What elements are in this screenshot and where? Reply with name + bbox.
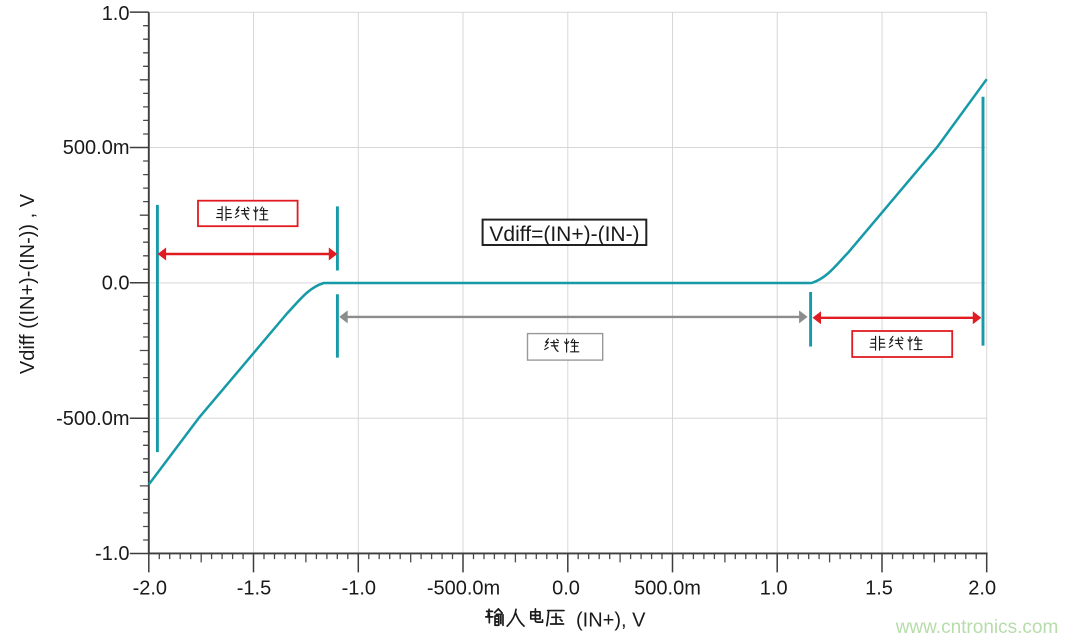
svg-text:-500.0m: -500.0m bbox=[427, 578, 500, 600]
svg-text:0.0: 0.0 bbox=[102, 273, 130, 295]
svg-text:(IN+), V: (IN+), V bbox=[576, 610, 646, 632]
svg-text:500.0m: 500.0m bbox=[634, 578, 701, 600]
svg-text:-2.0: -2.0 bbox=[133, 578, 167, 600]
svg-text:Vdiff ((IN+)-(IN-)) , V: Vdiff ((IN+)-(IN-)) , V bbox=[17, 193, 39, 374]
svg-text:1.0: 1.0 bbox=[760, 578, 788, 600]
svg-text:500.0m: 500.0m bbox=[63, 137, 130, 159]
svg-text:1.5: 1.5 bbox=[865, 578, 893, 600]
svg-text:-1.0: -1.0 bbox=[95, 543, 129, 565]
svg-text:www.cntronics.com: www.cntronics.com bbox=[895, 617, 1059, 638]
svg-text:-1.5: -1.5 bbox=[237, 578, 271, 600]
svg-text:-1.0: -1.0 bbox=[342, 578, 376, 600]
svg-text:2.0: 2.0 bbox=[968, 578, 996, 600]
svg-text:0.0: 0.0 bbox=[552, 578, 580, 600]
svg-text:1.0: 1.0 bbox=[102, 3, 130, 25]
svg-text:-500.0m: -500.0m bbox=[56, 408, 129, 430]
svg-text:Vdiff=(IN+)-(IN-): Vdiff=(IN+)-(IN-) bbox=[489, 223, 639, 246]
